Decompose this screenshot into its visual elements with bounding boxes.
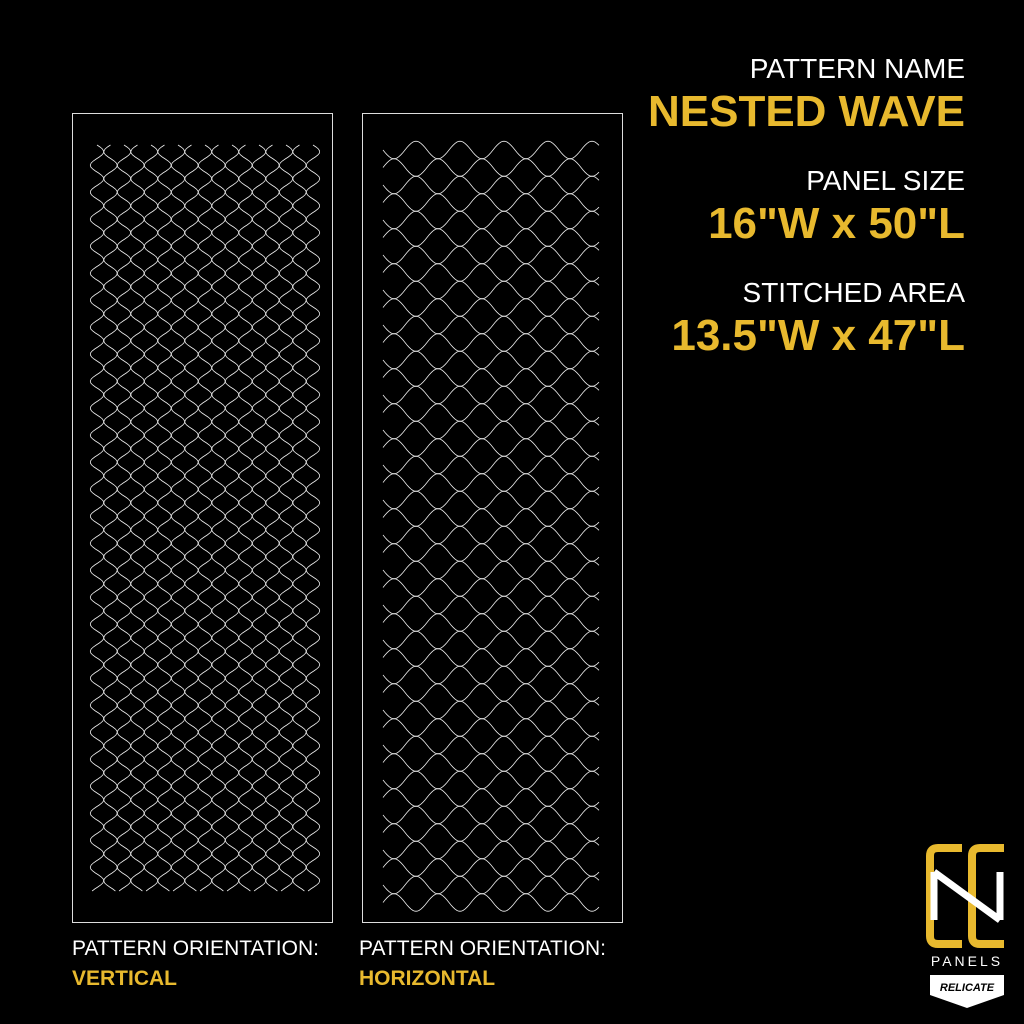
wave-line xyxy=(382,823,600,842)
wave-line xyxy=(116,144,132,892)
stitched-area-label: STITCHED AREA xyxy=(743,277,966,308)
wave-line xyxy=(382,420,600,440)
wave-line xyxy=(382,158,600,177)
wave-line xyxy=(224,144,240,892)
wave-line xyxy=(305,144,321,892)
wave-line xyxy=(382,770,600,790)
wave-line xyxy=(157,144,172,892)
wave-line xyxy=(382,560,600,580)
wave-line xyxy=(211,144,226,892)
wave-line xyxy=(382,438,600,457)
wave-line xyxy=(382,385,600,405)
wave-line xyxy=(382,175,600,195)
wave-line xyxy=(382,543,600,562)
wave-line xyxy=(238,144,253,892)
logo: PANELS RELICATE xyxy=(926,844,1004,1008)
wave-line xyxy=(382,840,600,860)
logo-badge xyxy=(930,975,1004,1008)
wave-line xyxy=(382,665,600,685)
wave-line xyxy=(103,144,118,892)
wave-line xyxy=(382,140,600,160)
wave-line xyxy=(89,144,105,892)
wave-line xyxy=(382,333,600,352)
panel-frame xyxy=(72,113,333,923)
wave-line xyxy=(382,455,600,475)
wave-line xyxy=(292,144,307,892)
wave-line xyxy=(251,144,267,892)
panel-size: 16"W x 50"L xyxy=(708,199,965,248)
wave-line xyxy=(382,753,600,772)
wave-line xyxy=(170,144,186,892)
wave-line xyxy=(382,788,600,807)
orientation: HORIZONTAL xyxy=(359,967,495,990)
wave-line xyxy=(382,298,600,317)
vertical-pattern xyxy=(89,144,321,892)
wave-line xyxy=(197,144,213,892)
orientation-label: PATTERN ORIENTATION: xyxy=(72,937,319,960)
pattern-name-label: PATTERN NAME xyxy=(750,53,965,84)
wave-line xyxy=(382,578,600,597)
wave-line xyxy=(382,403,600,422)
wave-line xyxy=(382,718,600,737)
wave-line xyxy=(382,350,600,370)
wave-line xyxy=(382,490,600,510)
orientation: VERTICAL xyxy=(72,967,177,990)
panel-frame xyxy=(362,113,623,923)
wave-line xyxy=(382,683,600,702)
wave-line xyxy=(382,508,600,527)
wave-line xyxy=(382,858,600,877)
wave-line xyxy=(382,735,600,755)
wave-line xyxy=(382,700,600,720)
wave-line xyxy=(382,875,600,895)
wave-line xyxy=(382,805,600,825)
wave-line xyxy=(143,144,159,892)
wave-line xyxy=(382,245,600,265)
wave-line xyxy=(382,473,600,492)
wave-line xyxy=(382,595,600,615)
orientation-label: PATTERN ORIENTATION: xyxy=(359,937,606,960)
wave-line xyxy=(382,193,600,212)
logo-badge-text: RELICATE xyxy=(940,982,995,994)
wave-line xyxy=(382,648,600,667)
wave-line xyxy=(382,263,600,282)
wave-line xyxy=(382,368,600,387)
wave-line xyxy=(382,525,600,545)
logo-n xyxy=(930,869,1004,923)
wave-line xyxy=(278,144,294,892)
wave-line xyxy=(265,144,280,892)
pattern-name: NESTED WAVE xyxy=(648,87,965,136)
wave-line xyxy=(382,630,600,650)
logo-subtitle: PANELS xyxy=(931,953,1003,969)
wave-line xyxy=(382,228,600,247)
stitched-area: 13.5"W x 47"L xyxy=(671,311,965,360)
wave-line xyxy=(382,893,600,912)
wave-line xyxy=(382,210,600,230)
wave-line xyxy=(130,144,145,892)
panel-size-label: PANEL SIZE xyxy=(806,165,965,196)
wave-line xyxy=(184,144,199,892)
logo-c xyxy=(926,844,962,948)
horizontal-pattern xyxy=(382,140,600,912)
wave-line xyxy=(382,280,600,300)
wave-line xyxy=(382,315,600,335)
wave-line xyxy=(382,613,600,632)
